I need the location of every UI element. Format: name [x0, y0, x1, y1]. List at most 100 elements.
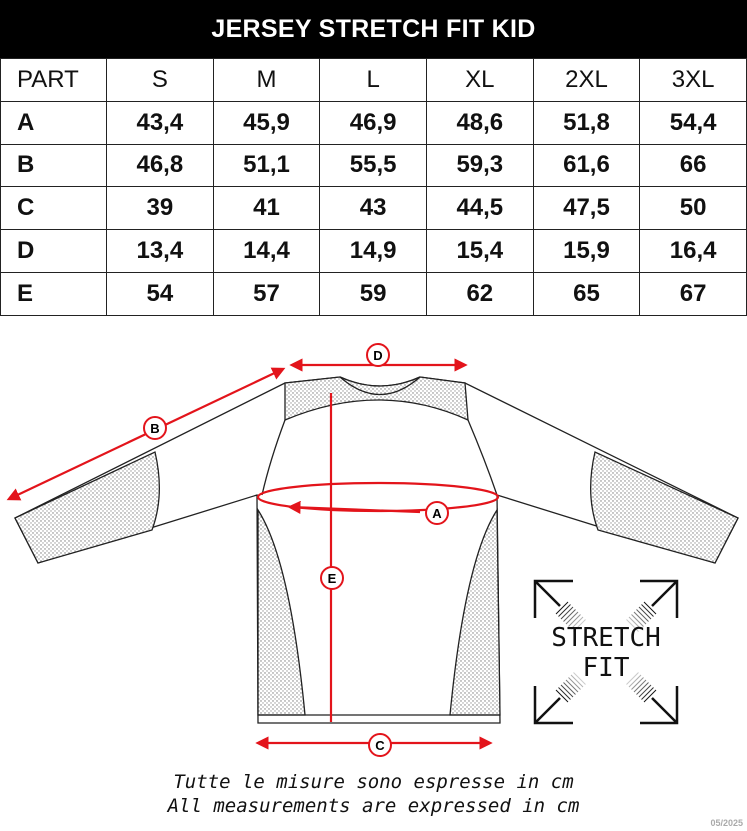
- measurement-cell: 46,9: [319, 100, 427, 145]
- badge-line1: STRETCH: [551, 623, 661, 653]
- measurement-cell: 59,3: [425, 143, 534, 188]
- measurement-cell: 54: [106, 271, 214, 316]
- hatch-line: [560, 606, 574, 620]
- measurement-cell: 16,4: [639, 229, 747, 273]
- label-e: E: [320, 566, 344, 590]
- arrow-bottom-left-icon: [533, 686, 573, 725]
- measurement-cell: 44,5: [425, 186, 534, 231]
- part-label: D: [0, 229, 107, 273]
- header-size: L: [319, 58, 427, 102]
- hatch-line: [626, 619, 639, 632]
- hatch-line: [563, 609, 576, 622]
- hatch-line: [568, 614, 581, 627]
- chart-title: JERSEY STRETCH FIT KID: [0, 0, 747, 58]
- header-part: PART: [0, 58, 107, 102]
- hatch-line: [570, 616, 584, 630]
- size-table: PART S M L XL 2XL 3XL A 43,4 45,9 46,9 48,6 5…: [0, 58, 747, 316]
- hatch-line: [643, 601, 657, 615]
- hatch-line: [641, 604, 654, 617]
- hatch-line: [628, 674, 642, 688]
- date-stamp: 05/2025: [710, 818, 743, 828]
- measurement-cell: 43: [319, 186, 427, 231]
- measurement-cell: 39: [106, 186, 214, 231]
- measurement-cell: 14,9: [319, 229, 427, 273]
- label-d: D: [366, 343, 390, 367]
- table-row: B 46,8 51,1 55,5 59,3 61,6 66: [0, 143, 747, 188]
- header-size: S: [106, 58, 214, 102]
- hatch-line: [631, 614, 644, 627]
- measurement-labels: D B A E C: [143, 343, 449, 757]
- jersey-outline: [14, 376, 739, 724]
- hatch-line: [626, 672, 639, 685]
- hatch-line: [555, 601, 569, 615]
- measurement-cell: 51,1: [212, 143, 321, 188]
- hatch-line: [638, 684, 652, 698]
- table-row: C 39 41 43 44,5 47,5 50: [0, 186, 747, 231]
- hatch-line: [565, 611, 579, 625]
- hatch-line: [638, 606, 652, 620]
- measurement-cell: 57: [212, 271, 321, 316]
- svg-text:B: B: [150, 421, 159, 436]
- hatch-line: [636, 609, 649, 622]
- measurement-cell: 43,4: [106, 100, 214, 145]
- svg-text:D: D: [373, 348, 382, 363]
- measurement-cell: 50: [639, 186, 747, 231]
- hatch-line: [565, 679, 579, 693]
- hatch-line: [573, 672, 586, 685]
- badge-line2: FIT: [583, 653, 630, 683]
- part-label: C: [0, 186, 107, 231]
- table-row: D 13,4 14,4 14,9 15,4 15,9 16,4: [0, 229, 747, 273]
- note-italian: Tutte le misure sono espresse in cm: [173, 771, 574, 793]
- svg-text:A: A: [432, 506, 442, 521]
- measurement-cell: 55,5: [319, 143, 427, 188]
- header-size: 3XL: [639, 58, 747, 102]
- svg-text:E: E: [328, 571, 337, 586]
- arrow-top-left-icon: [533, 579, 573, 618]
- table-row: E 54 57 59 62 65 67: [0, 271, 747, 316]
- hatch-line: [558, 604, 571, 617]
- header-size: 2XL: [532, 58, 641, 102]
- table-row: A 43,4 45,9 46,9 48,6 51,8 54,4: [0, 100, 747, 145]
- measurement-cell: 41: [212, 186, 321, 231]
- measurement-cell: 54,4: [639, 100, 747, 145]
- hatch-line: [641, 687, 654, 700]
- hatch-line: [628, 616, 642, 630]
- note-english: All measurements are expressed in cm: [167, 795, 580, 817]
- measurement-cell: 51,8: [532, 100, 641, 145]
- arrow-bottom-right-icon: [640, 686, 679, 725]
- measurement-cell: 13,4: [106, 229, 214, 273]
- measurement-cell: 67: [639, 271, 747, 316]
- hatch-line: [573, 619, 586, 632]
- measurement-cell: 15,9: [532, 229, 641, 273]
- stretch-fit-badge: STRETCH FIT: [533, 579, 679, 725]
- hatch-line: [568, 677, 581, 690]
- hatch-line: [555, 689, 569, 703]
- jersey-diagram: D B A E C STRETCH FIT: [6, 343, 739, 757]
- hatch-line: [633, 611, 647, 625]
- label-c: C: [368, 733, 392, 757]
- hatch-line: [636, 682, 649, 695]
- measurement-cell: 59: [319, 271, 427, 316]
- a-pointer: [287, 500, 421, 515]
- part-label: B: [0, 143, 107, 188]
- hatch-line: [633, 679, 647, 693]
- hatch-line: [558, 687, 571, 700]
- measurement-cell: 15,4: [425, 229, 534, 273]
- hatch-line: [570, 674, 584, 688]
- measurement-cell: 45,9: [212, 100, 321, 145]
- hatch-line: [643, 689, 657, 703]
- hatch-line: [631, 677, 644, 690]
- measurement-cell: 62: [425, 271, 534, 316]
- arrow-top-right-icon: [640, 579, 679, 618]
- measurement-cell: 66: [639, 143, 747, 188]
- measurement-cell: 47,5: [532, 186, 641, 231]
- measurement-cell: 61,6: [532, 143, 641, 188]
- hatch-line: [560, 684, 574, 698]
- part-label: A: [0, 100, 107, 145]
- label-a: A: [425, 501, 449, 525]
- hatch-line: [563, 682, 576, 695]
- measurement-cell: 48,6: [425, 100, 534, 145]
- header-size: M: [212, 58, 321, 102]
- measurement-cell: 65: [532, 271, 641, 316]
- measurement-cell: 14,4: [212, 229, 321, 273]
